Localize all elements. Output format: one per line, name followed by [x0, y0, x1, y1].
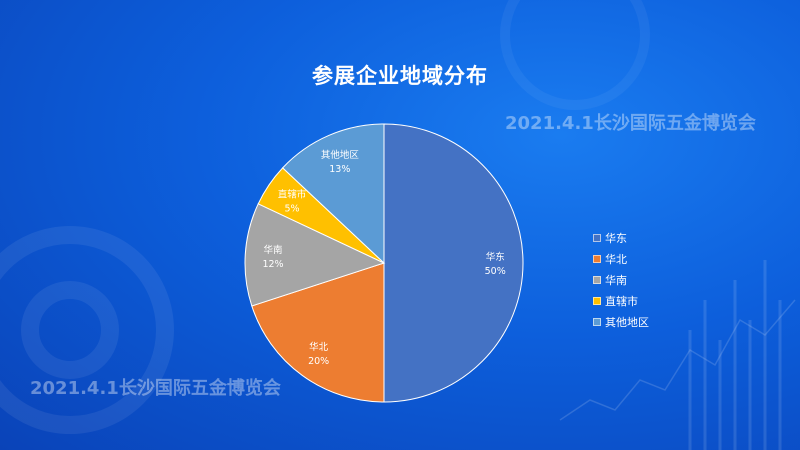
pie-slice-2 [244, 203, 386, 307]
legend-label: 其他地区 [605, 315, 649, 329]
pie-slice-4 [281, 123, 385, 265]
pie-slice-0 [383, 123, 524, 403]
legend-swatch [593, 275, 601, 284]
slice-value-3: 5% [284, 203, 299, 214]
chart-legend: 华东华北华南直辖市其他地区 [593, 227, 649, 332]
legend-item-0: 华东 [593, 227, 649, 248]
legend-label: 华南 [605, 273, 627, 287]
slice-label-1: 华北 [309, 341, 329, 353]
legend-label: 华东 [605, 231, 627, 245]
slice-value-4: 13% [329, 164, 350, 175]
slice-label-2: 华南 [264, 244, 283, 256]
slice-label-4: 其他地区 [321, 149, 360, 161]
slice-label-3: 直辖市 [278, 188, 307, 200]
legend-swatch [593, 254, 601, 263]
legend-item-2: 华南 [593, 269, 649, 290]
legend-label: 华北 [605, 252, 627, 266]
legend-swatch [593, 317, 601, 326]
slice-value-0: 50% [485, 266, 506, 277]
slice-label-0: 华东 [486, 251, 505, 263]
legend-item-4: 其他地区 [593, 311, 649, 332]
watermark-bottom: 2021.4.1长沙国际五金博览会 [30, 378, 281, 399]
pie-slice-1 [251, 262, 385, 403]
legend-label: 直辖市 [605, 294, 638, 308]
legend-swatch [593, 233, 601, 242]
legend-item-3: 直辖市 [593, 290, 649, 311]
slice-value-2: 12% [262, 259, 283, 270]
slice-value-1: 20% [308, 356, 329, 367]
chart-title: 参展企业地域分布 [312, 64, 488, 88]
legend-swatch [593, 296, 601, 305]
legend-item-1: 华北 [593, 248, 649, 269]
watermark-top: 2021.4.1长沙国际五金博览会 [505, 113, 756, 134]
